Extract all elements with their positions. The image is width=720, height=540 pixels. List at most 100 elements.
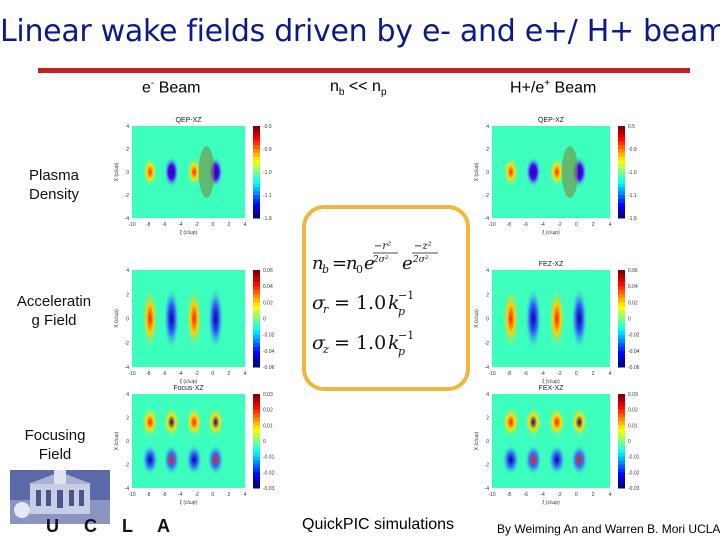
- colorbar-segment: [253, 397, 260, 403]
- x-tick-label: -4: [540, 371, 545, 377]
- colorbar-segment: [253, 206, 260, 211]
- svg-text:b: b: [322, 263, 329, 276]
- y-tick-label: 0: [486, 317, 489, 323]
- colorbar-segment: [618, 179, 625, 184]
- svg-text:n: n: [346, 253, 358, 274]
- colorbar-segment: [253, 421, 260, 426]
- colorbar-label: 0.03: [628, 392, 638, 398]
- svg-text:σ: σ: [312, 332, 326, 354]
- wake-lobe: [163, 443, 181, 476]
- x-tick-label: -8: [146, 222, 151, 228]
- x-tick-label: -6: [162, 492, 167, 498]
- svg-text:2σ²: 2σ²: [412, 255, 429, 265]
- colorbar-segment: [253, 405, 260, 411]
- colorbar-segment: [618, 362, 625, 368]
- colorbar-segment: [618, 302, 625, 307]
- colorbar-segment: [253, 191, 260, 196]
- colorbar-segment: [253, 433, 260, 438]
- colorbar-segment: [618, 334, 625, 340]
- colorbar-segment: [618, 270, 625, 275]
- column-head-density-ratio: nb << np: [330, 78, 387, 99]
- y-tick-label: 2: [486, 416, 489, 422]
- wake-lobe: [570, 443, 589, 476]
- x-tick-label: -10: [488, 371, 495, 377]
- colorbar-segment: [253, 126, 260, 131]
- x-axis-label: ξ (c/ωp): [180, 230, 198, 236]
- wake-lobe: [186, 286, 203, 351]
- x-axis-label: ξ (c/ωp): [180, 500, 198, 506]
- colorbar-label: -0.06: [263, 365, 275, 371]
- colorbar-segment: [253, 306, 260, 311]
- x-tick-label: -10: [128, 371, 135, 377]
- colorbar-segment: [253, 314, 260, 319]
- colorbar-label: -1.0: [628, 170, 637, 176]
- colorbar-segment: [618, 425, 625, 430]
- colorbar-segment: [618, 294, 625, 299]
- colorbar-label: -0.02: [628, 333, 640, 339]
- colorbar-segment: [618, 160, 625, 165]
- svg-text:n: n: [312, 253, 324, 274]
- colorbar-segment: [618, 191, 625, 196]
- y-tick-label: 4: [486, 392, 489, 398]
- colorbar-segment: [618, 156, 625, 161]
- colorbar-segment: [253, 164, 260, 169]
- colorbar-segment: [618, 452, 625, 458]
- colorbar-segment: [618, 168, 625, 173]
- drive-beam: [198, 146, 215, 198]
- wake-lobe: [525, 156, 541, 188]
- y-tick-label: 0: [126, 439, 129, 445]
- colorbar-segment: [618, 460, 625, 465]
- x-tick-label: 0: [211, 222, 214, 228]
- x-tick-label: -10: [128, 222, 135, 228]
- x-tick-label: 4: [244, 492, 247, 498]
- equations-graphic: nb = n0 e −r² 2σ² e −z² 2σ² σr = 1.0 kp …: [312, 241, 438, 358]
- svg-text:σ: σ: [312, 292, 326, 314]
- svg-text:−1: −1: [398, 329, 414, 342]
- colorbar-segment: [618, 175, 625, 181]
- colorbar-segment: [618, 133, 625, 138]
- colorbar-label: -0.06: [628, 365, 640, 371]
- y-axis-label: X (c/ωp): [474, 162, 480, 181]
- column-head-positive-beam: H+/e+ Beam: [510, 78, 597, 97]
- colorbar-segment: [618, 433, 625, 438]
- colorbar-segment: [618, 421, 625, 426]
- wake-lobe: [548, 443, 566, 476]
- colorbar-segment: [253, 274, 260, 279]
- wake-lobe: [185, 443, 203, 476]
- x-tick-label: -2: [557, 492, 562, 498]
- colorbar-segment: [253, 145, 260, 150]
- colorbar-segment: [253, 129, 260, 135]
- colorbar-segment: [253, 133, 260, 138]
- colorbar-segment: [253, 286, 260, 291]
- y-tick-label: -2: [485, 463, 490, 469]
- y-tick-label: 4: [486, 124, 489, 130]
- plot-title: FEX-XZ: [539, 385, 565, 392]
- colorbar-segment: [618, 298, 625, 303]
- colorbar-segment: [618, 149, 625, 154]
- colorbar-segment: [253, 149, 260, 154]
- wake-lobe: [141, 443, 159, 476]
- plot-density-electron: QEP-XZ -10 -8 -6 -4 -2 0 2 4 4 2 0 -2 -4 ξ (c/ωp) X (c/…: [114, 117, 272, 236]
- colorbar-segment: [253, 302, 260, 307]
- colorbar-segment: [253, 270, 260, 275]
- plot-title: QEP-XZ: [175, 117, 202, 124]
- colorbar-segment: [618, 437, 625, 442]
- colorbar-segment: [253, 175, 260, 181]
- colorbar-segment: [618, 468, 625, 473]
- colorbar-segment: [618, 129, 625, 135]
- colorbar-segment: [253, 179, 260, 184]
- colorbar-label: 0: [628, 439, 631, 445]
- row-label-plasma-density: Plasma Density: [28, 167, 80, 203]
- colorbar-segment: [253, 156, 260, 161]
- colorbar-segment: [253, 322, 260, 328]
- colorbar-segment: [253, 326, 260, 332]
- colorbar-segment: [618, 286, 625, 291]
- x-tick-label: 0: [575, 371, 578, 377]
- x-tick-label: -2: [557, 371, 562, 377]
- author-credit: By Weiming An and Warren B. Mori UCLA: [497, 522, 720, 536]
- colorbar-segment: [253, 456, 260, 462]
- colorbar-segment: [618, 318, 625, 324]
- colorbar-label: -0.04: [263, 349, 275, 355]
- colorbar-segment: [618, 322, 625, 328]
- x-tick-label: -8: [146, 371, 151, 377]
